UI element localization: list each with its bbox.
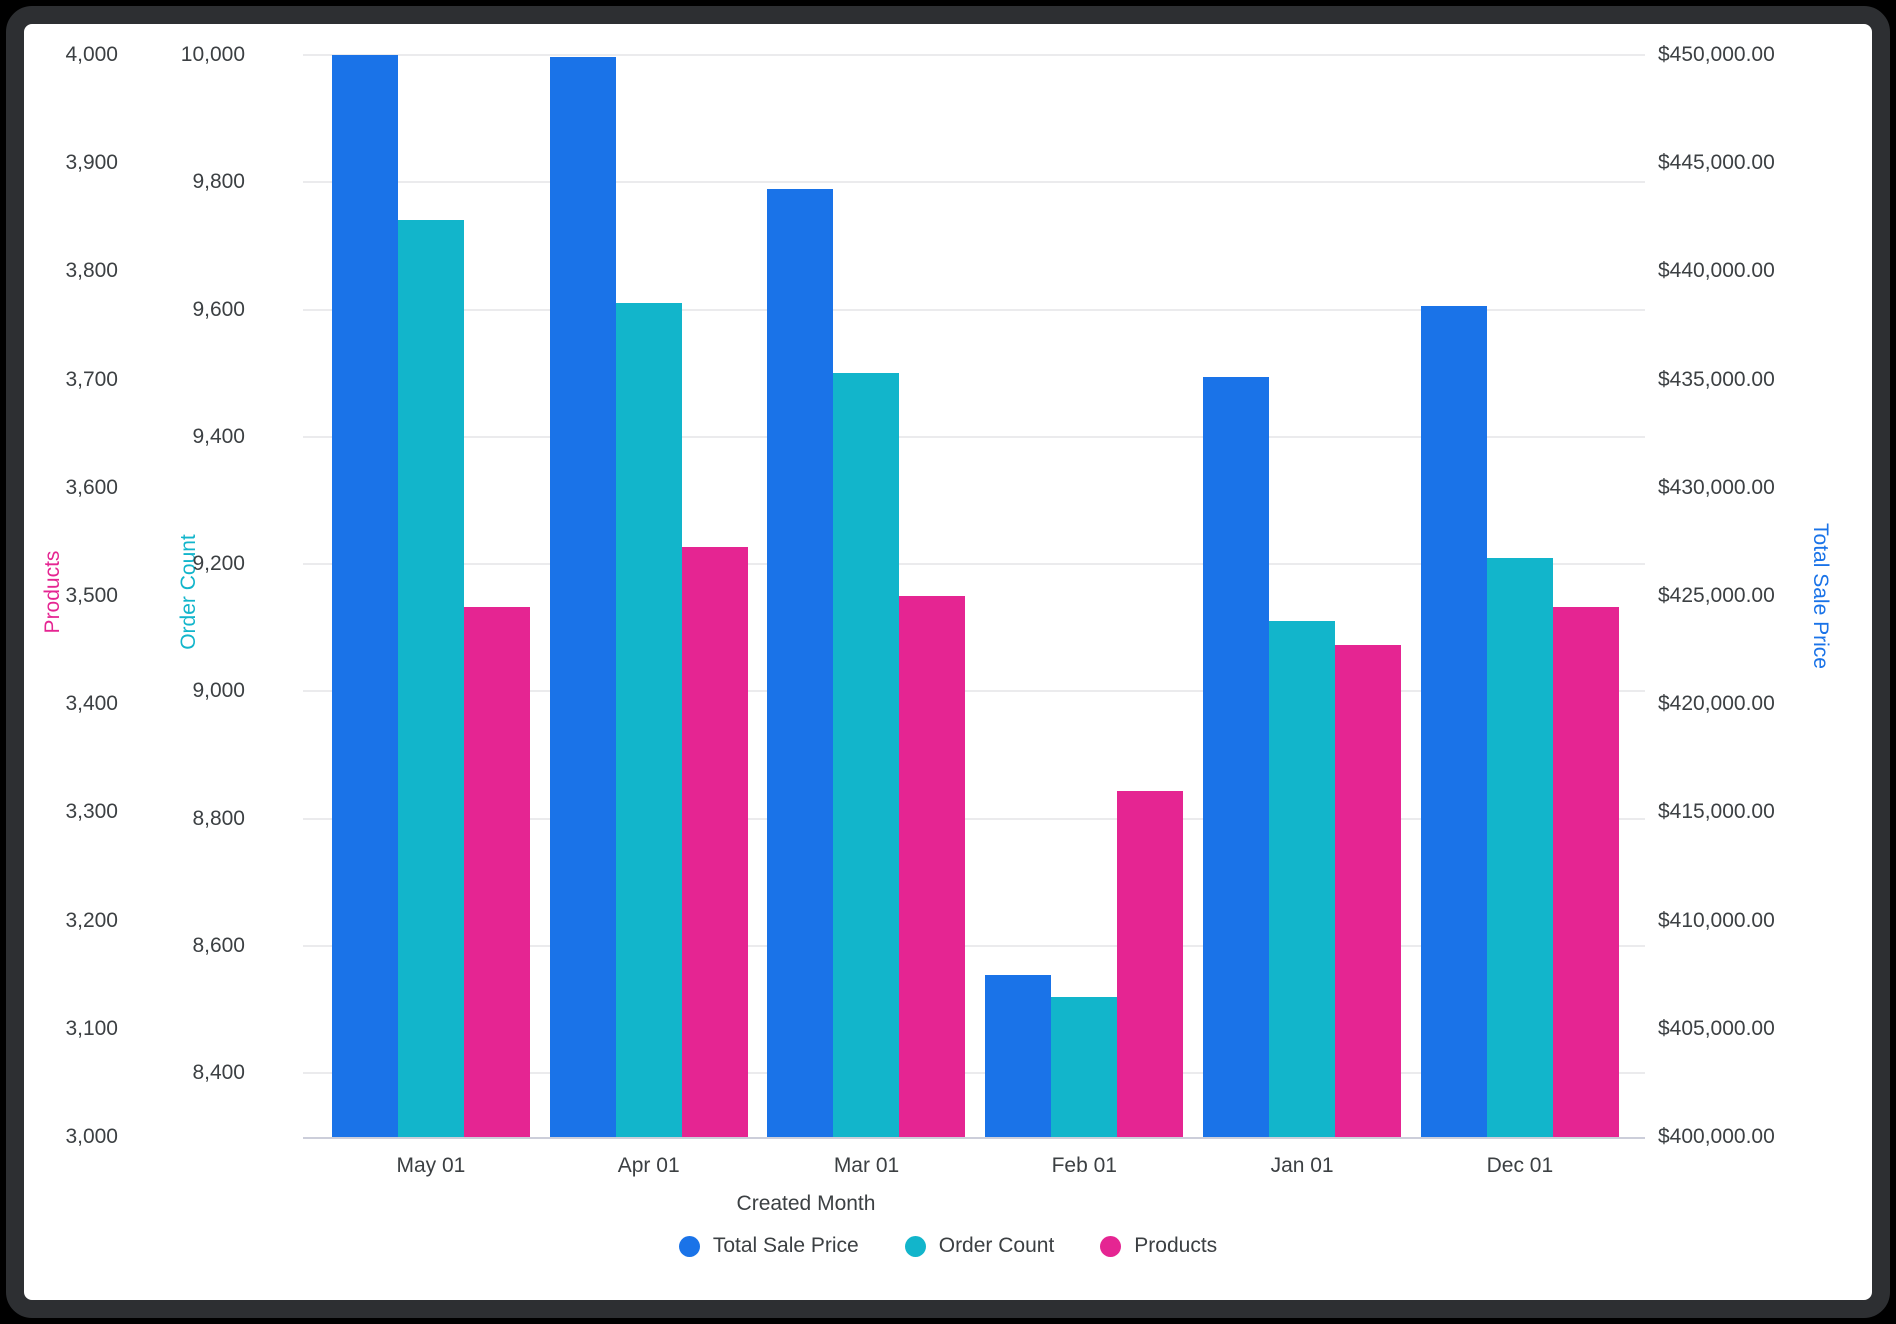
tick-label: 9,800 [192,170,245,194]
gridline [303,54,1645,56]
legend-item-order-count[interactable]: Order Count [904,1232,1055,1260]
plot-area [303,44,1645,1139]
tick-label: 9,200 [192,552,245,576]
bar-products-may-01[interactable] [463,607,530,1137]
gridline [303,181,1645,184]
bar-group-mar-01 [758,44,976,1137]
tick-label: 3,000 [65,1125,118,1148]
tick-label: 9,400 [192,424,245,448]
x-axis-label-apr-01: Apr 01 [617,1154,680,1177]
x-axis-label-feb-01: Feb 01 [1051,1154,1117,1177]
tick-label: $415,000.00 [1658,800,1775,824]
tick-label: 3,800 [65,259,118,283]
tick-label: $400,000.00 [1658,1125,1775,1148]
bar-total-sale-price-dec-01[interactable] [1420,306,1487,1137]
tick-label: 3,600 [65,475,118,499]
bars-layer [322,44,1629,1137]
tick-label: 3,500 [65,584,118,607]
gridline [303,945,1645,948]
bar-total-sale-price-may-01[interactable] [331,55,398,1137]
bar-group-feb-01 [975,44,1193,1137]
tick-label: $430,000.00 [1658,475,1775,499]
bar-products-jan-01[interactable] [1335,645,1402,1137]
tick-label: 3,700 [65,367,118,391]
bar-order-count-mar-01[interactable] [833,373,900,1137]
tick-label: 3,200 [65,908,118,932]
tick-label: 10,000 [180,43,245,66]
gridline [303,308,1645,311]
gridline [303,435,1645,438]
tick-label: $440,000.00 [1658,259,1775,283]
x-axis-label-mar-01: Mar 01 [833,1154,900,1177]
tick-label: $425,000.00 [1658,584,1775,607]
legend-dot-icon [1100,1235,1122,1257]
tick-label: 8,400 [192,1061,245,1085]
legend-label: Order Count [938,1234,1055,1257]
legend-item-total-sale-price[interactable]: Total Sale Price [678,1232,859,1260]
tick-label: 3,400 [65,692,118,716]
gridline [303,563,1645,566]
legend-dot-icon [678,1235,700,1257]
bar-total-sale-price-apr-01[interactable] [549,57,616,1137]
bar-order-count-may-01[interactable] [397,220,464,1137]
bar-order-count-jan-01[interactable] [1269,621,1336,1137]
bar-order-count-feb-01[interactable] [1051,997,1118,1137]
x-axis-labels: May 01 Apr 01 Mar 01 Feb 01 Jan 01 Dec 01 [322,1152,1629,1180]
gridline [303,690,1645,693]
gridline [303,817,1645,820]
tick-label: 3,100 [65,1016,118,1040]
tick-label: $450,000.00 [1658,43,1775,66]
bar-group-may-01 [322,44,540,1137]
legend-label: Total Sale Price [712,1234,859,1257]
x-axis-label-dec-01: Dec 01 [1486,1154,1554,1177]
legend-dot-icon [904,1235,926,1257]
tick-label: $405,000.00 [1658,1016,1775,1040]
tick-label: 3,300 [65,800,118,824]
x-axis-label-may-01: May 01 [396,1154,466,1177]
x-axis-title: Created Month [736,1192,876,1215]
bar-group-apr-01 [540,44,758,1137]
x-axis-label-jan-01: Jan 01 [1270,1154,1334,1177]
bar-products-feb-01[interactable] [1117,791,1184,1137]
tick-label: 8,800 [192,806,245,830]
tick-label: $410,000.00 [1658,908,1775,932]
legend-item-products[interactable]: Products [1100,1232,1217,1260]
bar-total-sale-price-feb-01[interactable] [985,975,1052,1137]
bar-group-dec-01 [1411,44,1629,1137]
tick-label: $435,000.00 [1658,367,1775,391]
gridline [303,1072,1645,1075]
bar-products-dec-01[interactable] [1552,607,1619,1137]
tick-label: 4,000 [65,43,118,66]
tick-label: $420,000.00 [1658,692,1775,716]
bar-products-apr-01[interactable] [681,547,748,1137]
bar-total-sale-price-jan-01[interactable] [1203,377,1270,1137]
bar-group-jan-01 [1193,44,1411,1137]
tick-label: 3,900 [65,151,118,175]
tick-label: 8,600 [192,934,245,958]
legend: Total Sale Price Order Count Products [0,1232,1896,1260]
bar-order-count-apr-01[interactable] [615,303,682,1137]
tick-label: 9,000 [192,679,245,703]
tick-label: $445,000.00 [1658,151,1775,175]
bar-products-mar-01[interactable] [899,596,966,1137]
legend-label: Products [1134,1234,1218,1257]
bar-total-sale-price-mar-01[interactable] [767,189,834,1137]
bar-order-count-dec-01[interactable] [1486,558,1553,1137]
tick-label: 9,600 [192,297,245,321]
